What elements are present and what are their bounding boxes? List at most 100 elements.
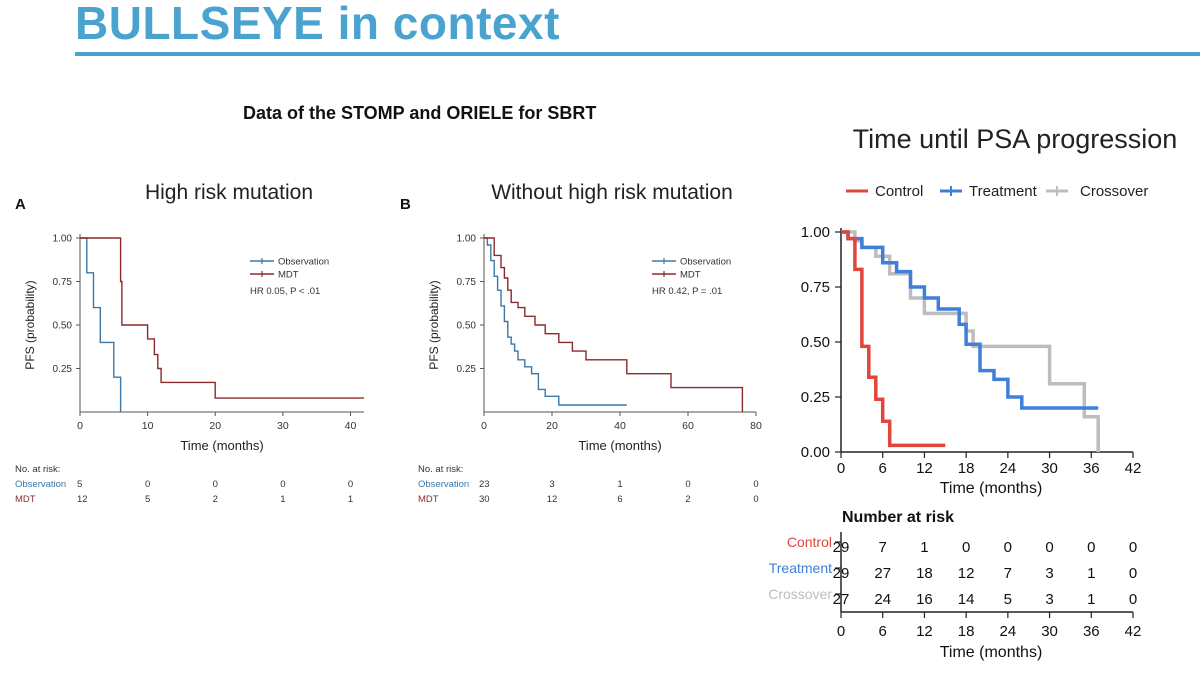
x-tick-label: 0 (77, 420, 83, 432)
x-tick-label: 20 (209, 420, 221, 432)
risk-value: 0 (753, 479, 758, 490)
risk-row-name: Observation (418, 479, 469, 490)
hr-annotation: HR 0.42, P = .01 (652, 286, 722, 297)
chart-title: Without high risk mutation (491, 181, 733, 204)
x-tick-label: 0 (837, 460, 845, 477)
risk-x-tick-label: 12 (916, 623, 933, 640)
x-tick-label: 36 (1083, 460, 1100, 477)
legend-label: Observation (680, 257, 731, 268)
risk-value: 0 (1129, 591, 1137, 608)
hr-annotation: HR 0.05, P < .01 (250, 286, 320, 297)
risk-value: 3 (549, 479, 554, 490)
risk-value: 1 (617, 479, 622, 490)
panel-label: A (15, 196, 26, 213)
y-tick-label: 1.00 (801, 224, 830, 241)
series-line-mdt (484, 237, 744, 412)
y-tick-label: 0.50 (801, 334, 830, 351)
risk-row-name: MDT (418, 494, 439, 505)
risk-value: 7 (1004, 565, 1012, 582)
risk-value: 3 (1045, 565, 1053, 582)
risk-row-name: Observation (15, 479, 66, 490)
x-tick-label: 12 (916, 460, 933, 477)
x-axis-label: Time (months) (180, 438, 263, 453)
x-tick-label: 40 (614, 420, 626, 432)
risk-x-tick-label: 36 (1083, 623, 1100, 640)
risk-x-tick-label: 30 (1041, 623, 1058, 640)
x-tick-label: 0 (481, 420, 487, 432)
risk-value: 0 (685, 479, 690, 490)
y-tick-label: 0.00 (801, 444, 830, 461)
risk-value: 0 (213, 479, 218, 490)
x-tick-label: 18 (958, 460, 975, 477)
y-tick-label: 0.25 (457, 364, 477, 375)
y-axis-label: PFS (probability) (23, 280, 37, 369)
risk-x-tick-label: 24 (1000, 623, 1017, 640)
risk-value: 0 (145, 479, 150, 490)
x-tick-label: 30 (277, 420, 289, 432)
risk-value: 2 (685, 494, 690, 505)
risk-value: 1 (348, 494, 353, 505)
title-rule (75, 52, 1200, 56)
risk-value: 18 (916, 565, 933, 582)
risk-row-name: MDT (15, 494, 36, 505)
x-tick-label: 42 (1125, 460, 1142, 477)
risk-x-axis-label: Time (months) (940, 644, 1043, 661)
series-line-mdt (80, 237, 364, 399)
x-tick-label: 20 (546, 420, 558, 432)
series-line-crossover (841, 230, 1100, 452)
risk-value: 3 (1045, 591, 1053, 608)
risk-table-heading: No. at risk: (15, 464, 60, 475)
x-tick-label: 40 (345, 420, 357, 432)
risk-value: 14 (958, 591, 975, 608)
risk-value: 1 (1087, 591, 1095, 608)
series-line-observation (80, 237, 122, 412)
risk-table-heading: Number at risk (842, 509, 954, 526)
risk-value: 5 (77, 479, 82, 490)
y-tick-label: 0.75 (801, 279, 830, 296)
series-line-treatment (841, 230, 1099, 410)
y-tick-label: 0.25 (53, 364, 73, 375)
y-tick-label: 1.00 (457, 234, 477, 245)
risk-value: 2 (213, 494, 218, 505)
x-axis-label: Time (months) (940, 480, 1043, 497)
risk-value: 1 (280, 494, 285, 505)
risk-value: 29 (833, 539, 850, 556)
legend-label: Treatment (969, 183, 1038, 200)
y-tick-label: 0.75 (457, 277, 477, 288)
risk-value: 12 (547, 494, 558, 505)
chart-title: High risk mutation (145, 181, 313, 204)
risk-x-tick-label: 18 (958, 623, 975, 640)
risk-row-name: Crossover (768, 586, 832, 602)
risk-value: 12 (77, 494, 88, 505)
risk-value: 5 (145, 494, 150, 505)
risk-value: 0 (1129, 539, 1137, 556)
risk-value: 23 (479, 479, 490, 490)
legend-label: Control (875, 183, 923, 200)
risk-value: 0 (1087, 539, 1095, 556)
risk-value: 1 (1087, 565, 1095, 582)
legend-label: Observation (278, 257, 329, 268)
risk-value: 29 (833, 565, 850, 582)
x-axis-label: Time (months) (578, 438, 661, 453)
x-tick-label: 10 (142, 420, 154, 432)
x-tick-label: 24 (1000, 460, 1017, 477)
risk-value: 27 (833, 591, 850, 608)
risk-value: 5 (1004, 591, 1012, 608)
risk-value: 30 (479, 494, 490, 505)
y-tick-label: 0.50 (457, 321, 477, 332)
series-line-observation (484, 237, 627, 406)
risk-x-tick-label: 0 (837, 623, 845, 640)
x-tick-label: 6 (879, 460, 887, 477)
risk-value: 0 (1004, 539, 1012, 556)
y-tick-label: 0.25 (801, 389, 830, 406)
x-tick-label: 60 (682, 420, 694, 432)
risk-value: 0 (1129, 565, 1137, 582)
risk-value: 0 (1045, 539, 1053, 556)
risk-value: 0 (280, 479, 285, 490)
risk-row-name: Treatment (769, 560, 832, 576)
chart-title: Time until PSA progression (853, 124, 1178, 154)
legend-label: MDT (680, 270, 701, 281)
risk-value: 16 (916, 591, 933, 608)
